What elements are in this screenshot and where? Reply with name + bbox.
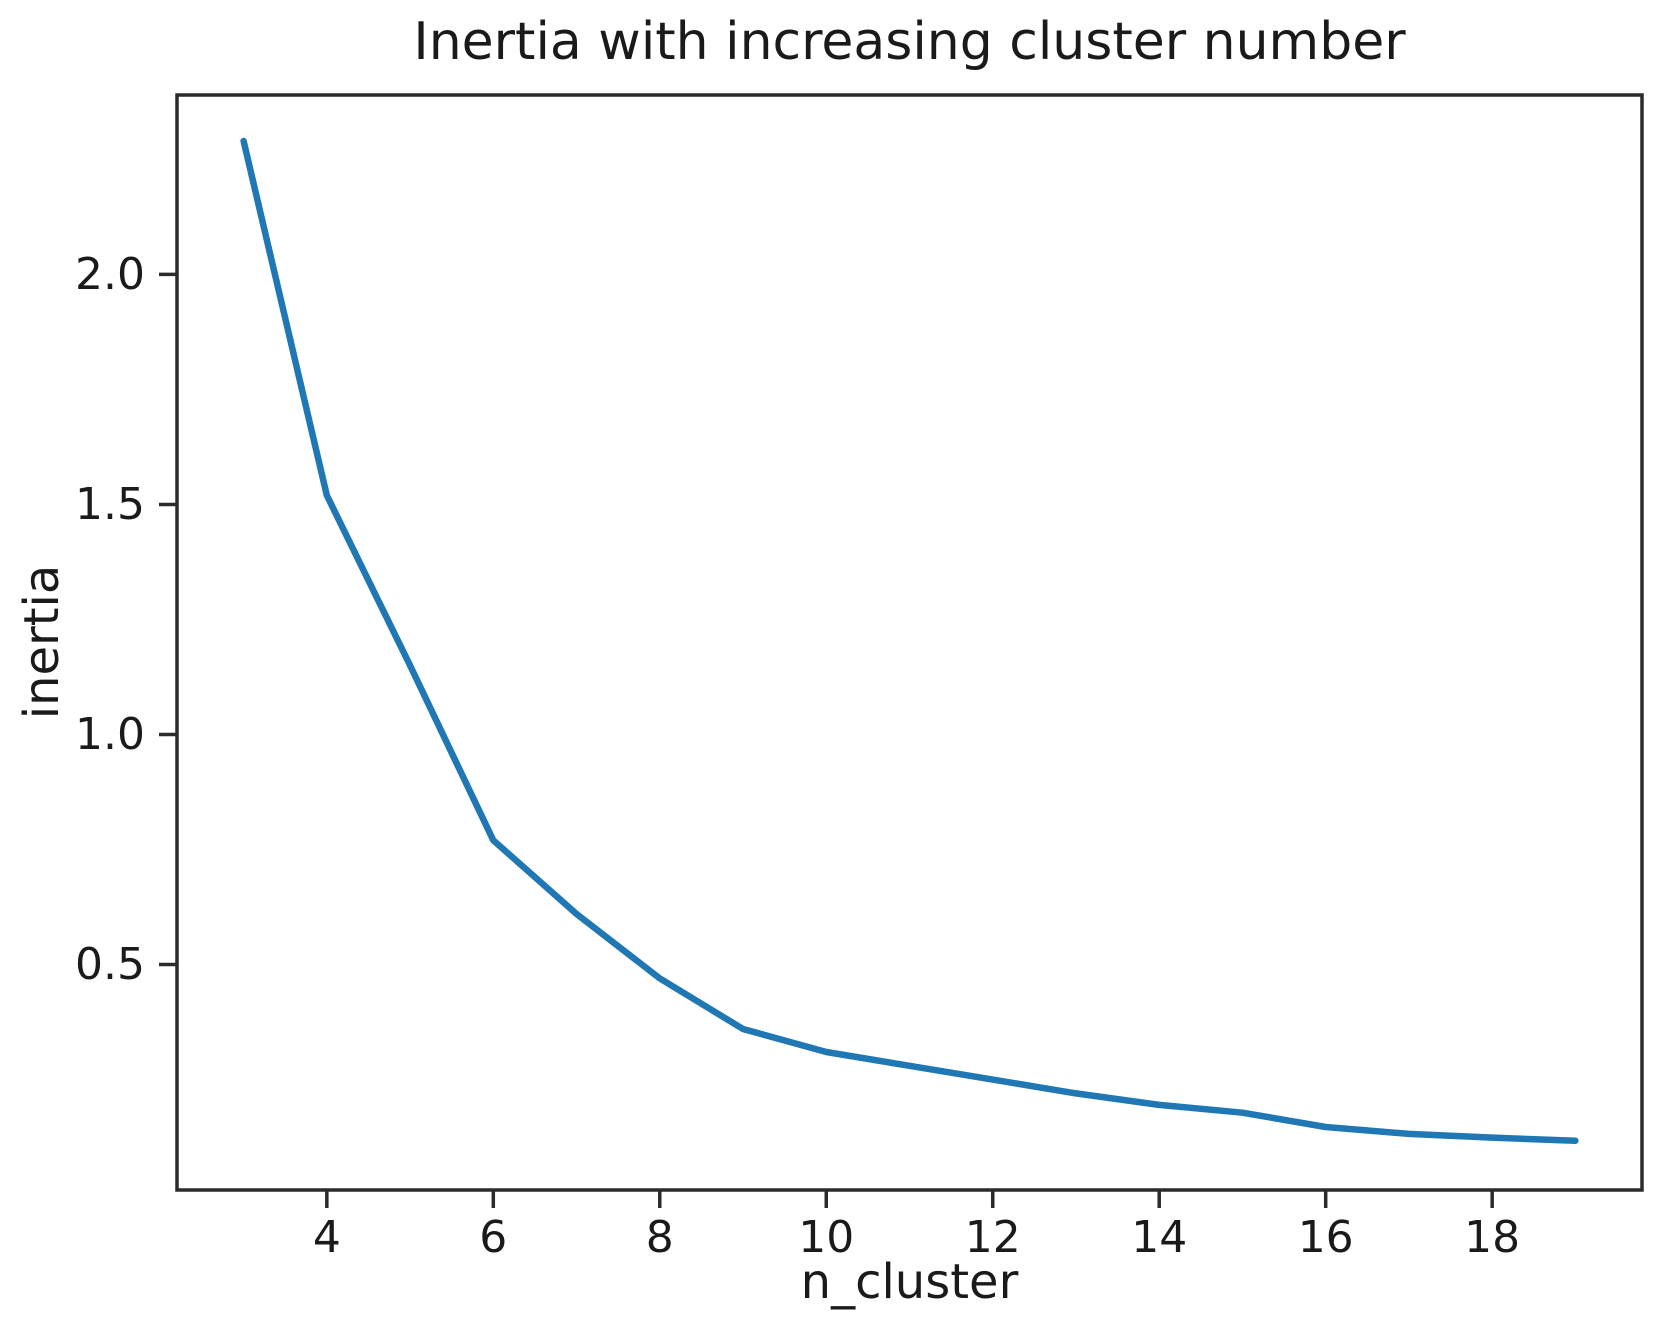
x-tick-label: 14 (1131, 1212, 1187, 1263)
x-axis-label: n_cluster (800, 1254, 1019, 1310)
y-tick-label: 1.0 (75, 709, 145, 760)
y-tick-label: 0.5 (75, 939, 145, 990)
x-tick-label: 4 (313, 1212, 341, 1263)
x-tick-label: 10 (798, 1212, 854, 1263)
x-tick-label: 16 (1298, 1212, 1354, 1263)
y-tick-label: 2.0 (75, 249, 145, 300)
y-tick-label: 1.5 (75, 479, 145, 530)
plot-border (175, 93, 1644, 1192)
chart-title: Inertia with increasing cluster number (413, 12, 1406, 72)
y-axis-label: inertia (14, 564, 70, 720)
data-line (240, 137, 1579, 1145)
x-tick-label: 18 (1464, 1212, 1520, 1263)
x-tick-label: 12 (965, 1212, 1021, 1263)
x-tick-label: 6 (479, 1212, 507, 1263)
x-tick-label: 8 (646, 1212, 674, 1263)
